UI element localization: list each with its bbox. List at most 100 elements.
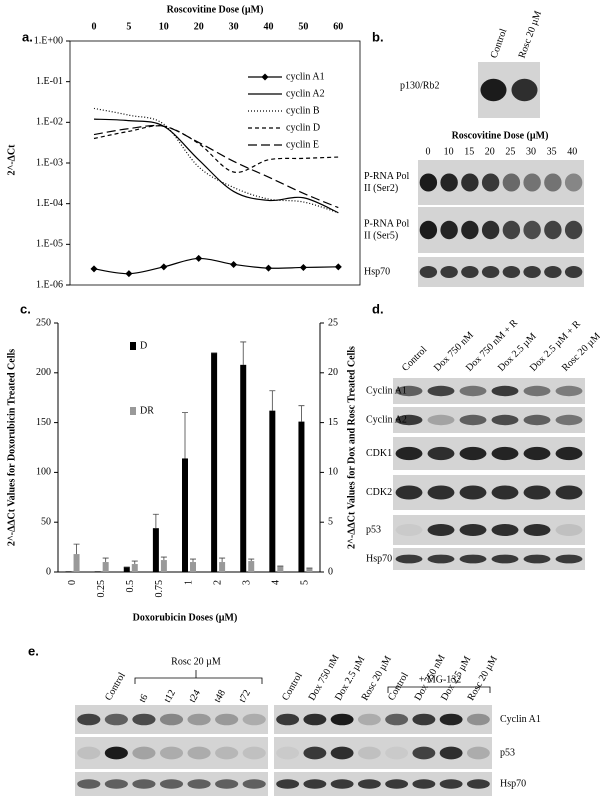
blot-band [481, 266, 500, 278]
data-point [299, 263, 307, 271]
blot-band [427, 554, 455, 564]
blot-band [187, 746, 211, 760]
x-tick-label: 60 [333, 21, 343, 32]
row-label: Cyclin A1 [366, 385, 407, 396]
blot-band [523, 266, 541, 278]
blot-band [395, 485, 423, 500]
blot-image [393, 548, 585, 570]
blot-band [419, 173, 438, 192]
y-tick-label: 1.E-03 [36, 157, 63, 168]
lane-label: Control [400, 344, 430, 374]
row-label: CDK1 [366, 448, 392, 459]
error-bar [240, 341, 247, 365]
x-tick-label: 5 [126, 21, 131, 32]
x-axis-title: Doxorubicin Doses (µM) [133, 612, 238, 623]
blot-band [523, 414, 551, 426]
error-bar [73, 543, 80, 555]
blot-band [427, 446, 455, 461]
blot-band [427, 485, 455, 500]
blot-band [523, 554, 551, 564]
error-bar [190, 558, 196, 563]
series-line [93, 125, 339, 173]
x-tick-label: 1 [183, 580, 194, 585]
blot-band [461, 266, 479, 278]
blot-band [461, 173, 479, 192]
blot-image [393, 437, 585, 470]
blot-band [544, 220, 562, 240]
lane-label: Rosc 20 µM [517, 9, 544, 60]
blot-band [187, 779, 211, 789]
blot-band [427, 414, 455, 426]
blot-band [357, 779, 381, 789]
legend-label: DR [140, 405, 154, 416]
y2-tick-label: 0 [328, 566, 333, 577]
blot-band [242, 713, 266, 726]
y-tick-label: 1.E-05 [36, 239, 63, 250]
blot-band [480, 78, 507, 102]
blot-band [523, 446, 551, 461]
blot-band [459, 485, 487, 500]
blot-band [330, 746, 354, 760]
x-tick-label: 0.5 [125, 580, 136, 593]
bar [219, 562, 226, 572]
error-bar [298, 405, 305, 422]
y2-tick-label: 20 [328, 367, 338, 378]
blot-band [459, 446, 487, 461]
x-tick-label: 4 [271, 580, 282, 585]
y-tick-label: 100 [36, 467, 51, 478]
blot-band [544, 173, 562, 192]
error-bar [219, 557, 226, 563]
blot-band [357, 746, 381, 760]
data-point [265, 264, 272, 272]
blot-band [395, 446, 423, 461]
blot-band [555, 554, 583, 564]
blot-band [104, 746, 128, 760]
blot-band [564, 266, 583, 278]
bar [277, 566, 284, 572]
blot-band [419, 220, 438, 240]
blot-band [459, 524, 487, 536]
blot-band [555, 485, 583, 500]
blot-band [77, 746, 101, 760]
row-label: p130/Rb2 [400, 80, 439, 91]
blot-image [393, 515, 585, 545]
blot-band [439, 713, 463, 726]
blot-band [242, 746, 266, 760]
data-point [125, 270, 133, 278]
lane-label: t6 [137, 692, 150, 704]
group-label: + MG-132 [419, 674, 462, 685]
panel-label: b. [372, 29, 384, 44]
blot-band [427, 385, 455, 397]
x-tick-label: 0.75 [154, 580, 165, 598]
blot-band [242, 779, 266, 789]
data-point [230, 260, 238, 268]
blot-band [159, 713, 184, 726]
blot-band [466, 746, 490, 760]
y-tick-label: 150 [36, 417, 51, 428]
data-point [195, 254, 203, 262]
row-label: CDK2 [366, 487, 392, 498]
blot-band [502, 266, 521, 278]
legend-label: cyclin A1 [286, 71, 325, 82]
y2-tick-label: 25 [328, 317, 338, 328]
blot-band [276, 779, 300, 789]
group-bracket [387, 686, 491, 693]
dose-label: 20 [485, 146, 495, 157]
blot-band [491, 414, 519, 426]
error-bar [160, 556, 167, 561]
dose-label: 25 [505, 146, 515, 157]
x-axis-title: Roscovitine Dose (µM) [167, 4, 264, 15]
blot-band [412, 746, 436, 760]
row-label: P-RNA Pol [364, 171, 410, 182]
series-line [93, 118, 339, 214]
row-label: Hsp70 [366, 553, 392, 564]
blot-band [461, 220, 479, 240]
dose-label: 15 [464, 146, 474, 157]
row-label: Hsp70 [500, 778, 526, 789]
y-tick-label: 1.E-02 [36, 117, 63, 128]
blot-band [564, 220, 583, 240]
blot-band [395, 524, 423, 536]
blot-title: Roscovitine Dose (µM) [452, 130, 549, 141]
blot-band [104, 779, 128, 789]
